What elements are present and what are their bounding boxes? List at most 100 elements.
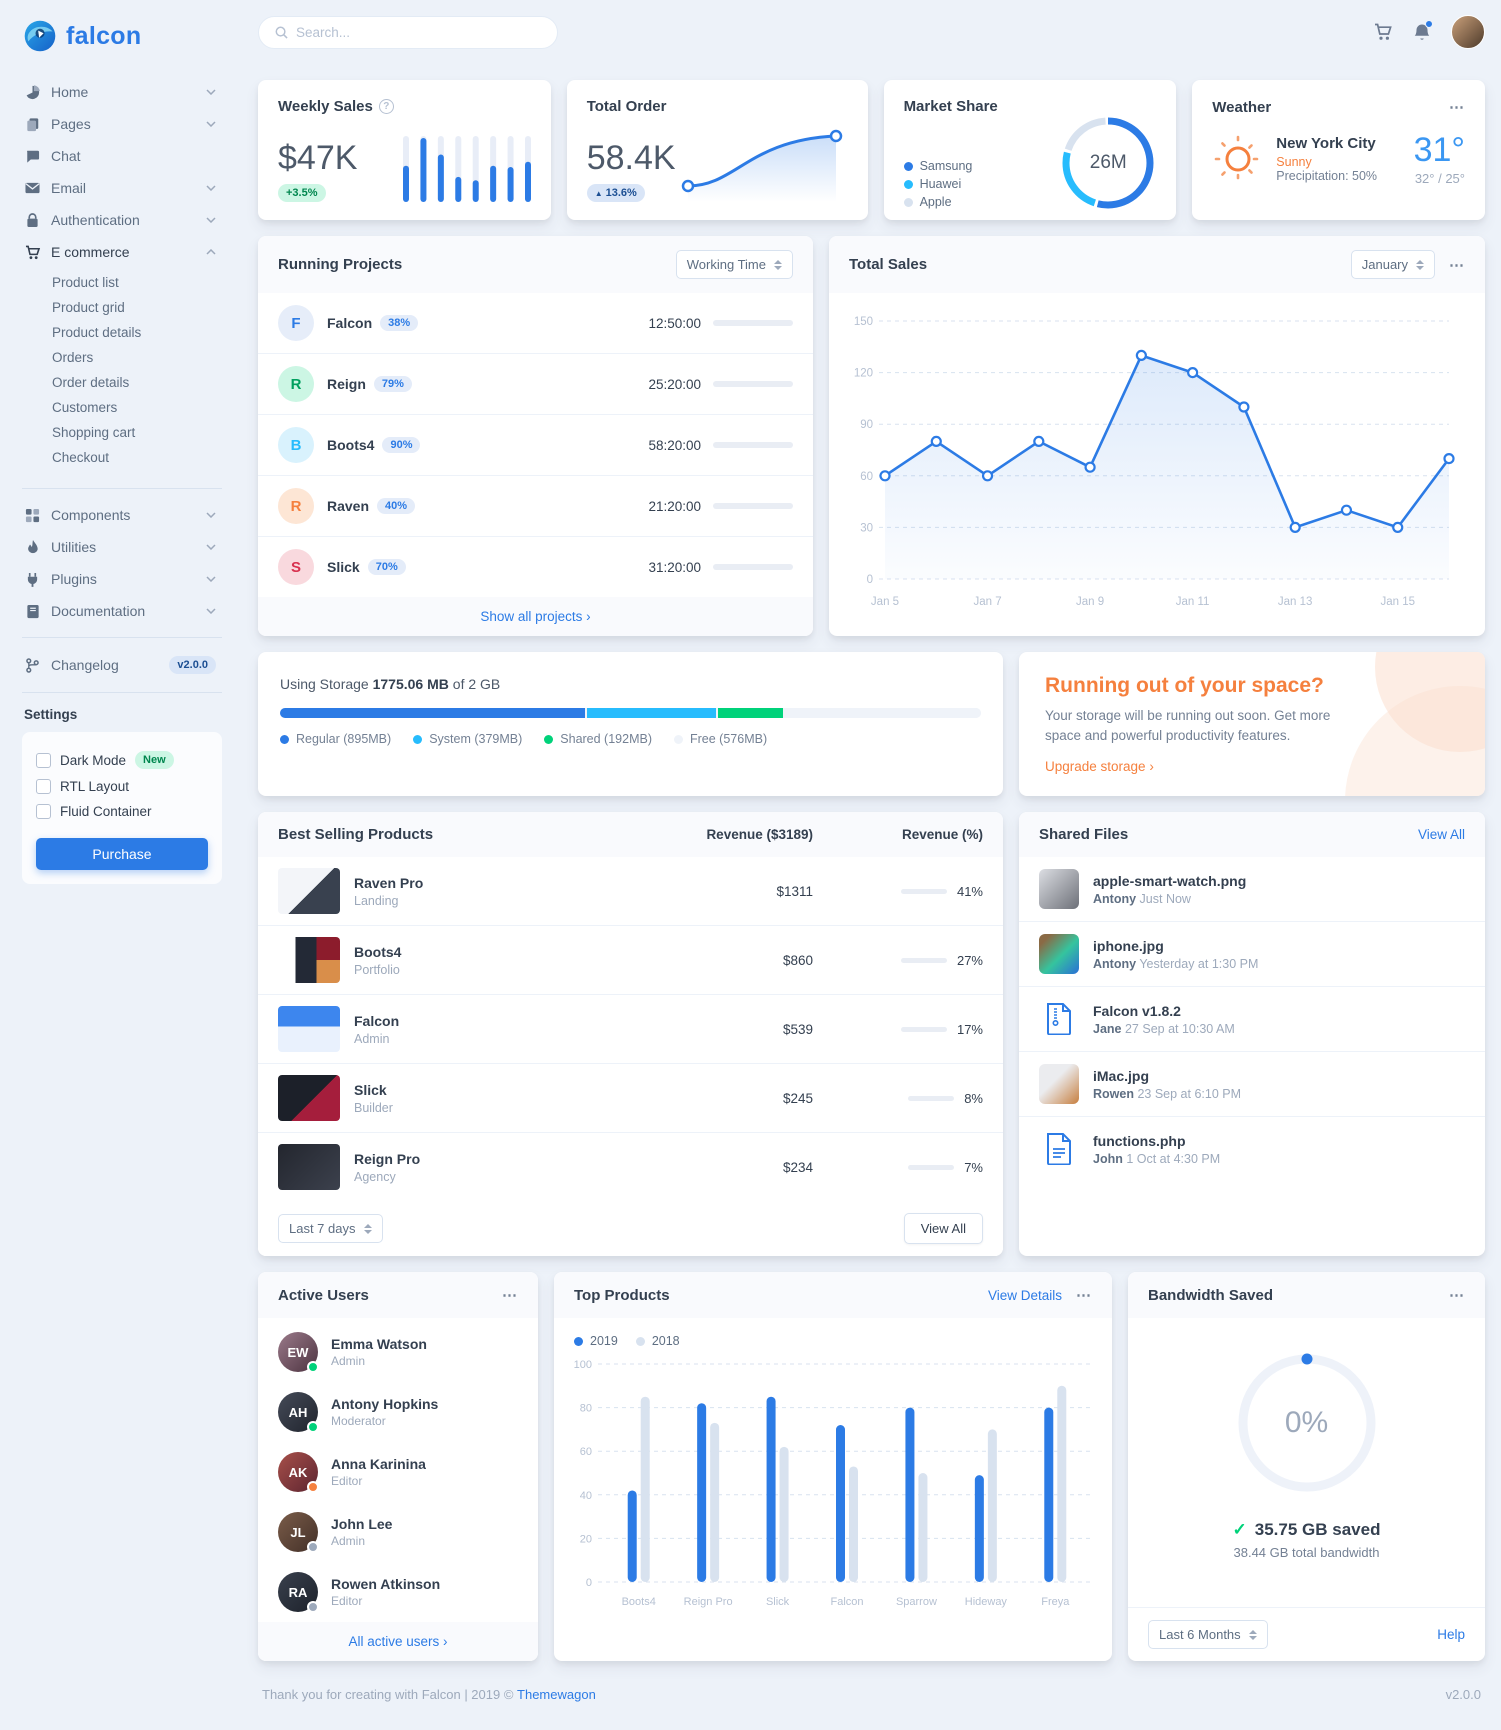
product-row[interactable]: Reign Pro Agency $234 7% (258, 1133, 1003, 1201)
file-thumbnail (1039, 869, 1079, 910)
svg-text:Freya: Freya (1041, 1596, 1070, 1608)
file-row[interactable]: functions.php John 1 Oct at 4:30 PM (1019, 1117, 1485, 1181)
checkbox[interactable] (36, 752, 51, 768)
sidebar-item-product-details[interactable]: Product details (52, 325, 142, 340)
months-select[interactable]: Last 6 Months (1148, 1620, 1268, 1650)
view-details-link[interactable]: View Details (987, 1287, 1062, 1303)
file-row[interactable]: iMac.jpg Rowen 23 Sep at 6:10 PM (1019, 1052, 1485, 1118)
puzzle-icon (24, 508, 41, 523)
weather-city: New York City (1276, 135, 1376, 152)
sidebar-item-product-list[interactable]: Product list (52, 275, 119, 290)
sidebar-item-email[interactable]: Email (22, 172, 222, 204)
delta-up-icon: ▲ (594, 188, 603, 198)
market-share-donut: 26M (1060, 115, 1156, 211)
upgrade-storage-link[interactable]: Upgrade storage › (1045, 759, 1154, 775)
legend-item: 2019 (574, 1334, 618, 1348)
total-order-card: Total Order 58.4K ▲ 13.6% (566, 80, 868, 220)
project-avatar: R (278, 488, 314, 524)
sidebar-item-home[interactable]: Home (22, 76, 222, 108)
show-all-projects-link[interactable]: Show all projects › (480, 609, 591, 624)
project-row[interactable]: B Boots4 90% 58:20:00 (258, 415, 813, 476)
sidebar-item-chat[interactable]: Chat (22, 140, 222, 172)
cart-icon[interactable] (1374, 23, 1393, 41)
search-box[interactable] (258, 15, 558, 49)
shared-files-card: Shared Files View All apple-smart-watch.… (1019, 812, 1485, 1257)
more-menu-icon[interactable]: ⋯ (1449, 1287, 1465, 1305)
fluid-container-toggle[interactable]: Fluid Container (36, 799, 208, 824)
sidebar-item-shopping-cart[interactable]: Shopping cart (52, 425, 136, 440)
sidebar-item-customers[interactable]: Customers (52, 400, 118, 415)
purchase-button[interactable]: Purchase (36, 838, 208, 870)
user-avatar: JL (278, 1512, 319, 1554)
checkbox[interactable] (36, 804, 51, 819)
project-time: 31:20:00 (648, 559, 701, 575)
more-menu-icon[interactable]: ⋯ (1448, 99, 1465, 116)
more-menu-icon[interactable]: ⋯ (1449, 256, 1465, 274)
project-progress (713, 442, 793, 448)
svg-text:Boots4: Boots4 (622, 1596, 656, 1608)
user-row[interactable]: EW Emma Watson Admin (258, 1322, 538, 1382)
sidebar-item-authentication[interactable]: Authentication (22, 204, 222, 236)
more-menu-icon[interactable]: ⋯ (1076, 1287, 1092, 1305)
plug-icon (24, 572, 41, 587)
themewagon-link[interactable]: Themewagon (517, 1687, 596, 1703)
market-share-card: Market Share Samsung Huawei (883, 80, 1177, 220)
user-avatar[interactable] (1451, 15, 1485, 49)
working-time-select[interactable]: Working Time (675, 250, 793, 279)
footer-version: v2.0.0 (1445, 1687, 1481, 1703)
rtl-layout-toggle[interactable]: RTL Layout (36, 774, 208, 799)
storage-segment-shared (717, 708, 784, 718)
legend-dot (903, 179, 913, 189)
dark-mode-toggle[interactable]: Dark Mode New (36, 746, 208, 774)
project-time: 25:20:00 (648, 376, 701, 392)
user-row[interactable]: RA Rowen Atkinson Editor (258, 1562, 538, 1622)
user-avatar: AK (278, 1452, 319, 1494)
help-link[interactable]: Help (1437, 1627, 1465, 1643)
file-row[interactable]: iphone.jpg Antony Yesterday at 1:30 PM (1019, 922, 1485, 988)
brand-logo[interactable]: falcon (22, 14, 222, 76)
sidebar-item-checkout[interactable]: Checkout (52, 450, 110, 465)
sidebar-item-components[interactable]: Components (22, 499, 222, 531)
product-row[interactable]: Raven Pro Landing $1311 41% (258, 857, 1003, 927)
user-row[interactable]: AH Antony Hopkins Moderator (258, 1382, 538, 1442)
all-active-users-link[interactable]: All active users › (348, 1634, 448, 1650)
user-row[interactable]: JL John Lee Admin (258, 1502, 538, 1562)
product-row[interactable]: Slick Builder $245 8% (258, 1064, 1003, 1134)
file-row[interactable]: apple-smart-watch.png Antony Just Now (1019, 857, 1485, 923)
project-percent-badge: 40% (377, 498, 416, 514)
sidebar-item-utilities[interactable]: Utilities (22, 531, 222, 563)
svg-text:Jan 13: Jan 13 (1278, 596, 1313, 608)
user-row[interactable]: AK Anna Karinina Editor (258, 1442, 538, 1502)
product-row[interactable]: Boots4 Portfolio $860 27% (258, 926, 1003, 996)
sidebar-item-orders[interactable]: Orders (52, 350, 94, 365)
project-row[interactable]: R Reign 79% 25:20:00 (258, 354, 813, 415)
bell-icon[interactable] (1413, 19, 1433, 42)
active-users-card: Active Users ⋯ EW Emma Watson Admin AH An… (258, 1272, 538, 1662)
decorative-blob (1345, 686, 1485, 797)
help-icon[interactable]: ? (378, 99, 394, 114)
view-all-button[interactable]: View All (903, 1213, 983, 1245)
file-row[interactable]: Falcon v1.8.2 Jane 27 Sep at 10:30 AM (1019, 987, 1485, 1053)
sidebar-item-documentation[interactable]: Documentation (22, 595, 222, 627)
project-row[interactable]: R Raven 40% 21:20:00 (258, 476, 813, 537)
sidebar-item-product-grid[interactable]: Product grid (52, 300, 125, 315)
sidebar-item-changelog[interactable]: Changelog v2.0.0 (22, 648, 222, 682)
sidebar-item-plugins[interactable]: Plugins (22, 563, 222, 595)
brand-name: falcon (66, 21, 142, 50)
product-row[interactable]: Falcon Admin $539 17% (258, 995, 1003, 1065)
weather-range: 32° / 25° (1414, 170, 1465, 186)
project-row[interactable]: F Falcon 38% 12:50:00 (258, 293, 813, 354)
sidebar-item-order-details[interactable]: Order details (52, 375, 130, 390)
search-input[interactable] (296, 24, 541, 40)
checkbox[interactable] (36, 779, 51, 794)
chevron-down-icon (206, 217, 216, 223)
project-avatar: S (278, 549, 314, 585)
more-menu-icon[interactable]: ⋯ (502, 1287, 518, 1305)
view-all-files-link[interactable]: View All (1417, 827, 1465, 843)
month-select[interactable]: January (1350, 250, 1435, 279)
period-select[interactable]: Last 7 days (278, 1214, 383, 1244)
sidebar-item-ecommerce[interactable]: E commerce (22, 236, 222, 268)
sidebar-item-pages[interactable]: Pages (22, 108, 222, 140)
product-revenue-pct: 41% (813, 884, 983, 899)
project-row[interactable]: S Slick 70% 31:20:00 (258, 537, 813, 597)
